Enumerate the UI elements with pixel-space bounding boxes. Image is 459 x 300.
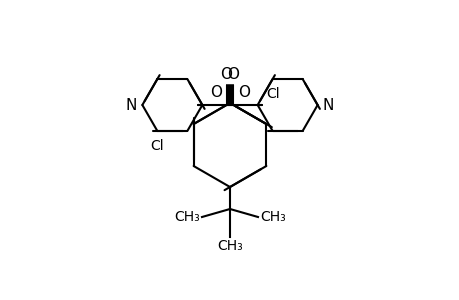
Text: CH₃: CH₃ [217,239,242,253]
Text: CH₃: CH₃ [174,210,200,224]
Text: CH₃: CH₃ [259,210,285,224]
Text: O: O [220,67,232,82]
Text: Cl: Cl [150,139,164,153]
Text: O: O [209,85,222,100]
Text: N: N [322,98,333,112]
Text: Cl: Cl [265,87,279,101]
Text: O: O [237,85,250,100]
Text: N: N [126,98,137,112]
Text: O: O [227,67,239,82]
